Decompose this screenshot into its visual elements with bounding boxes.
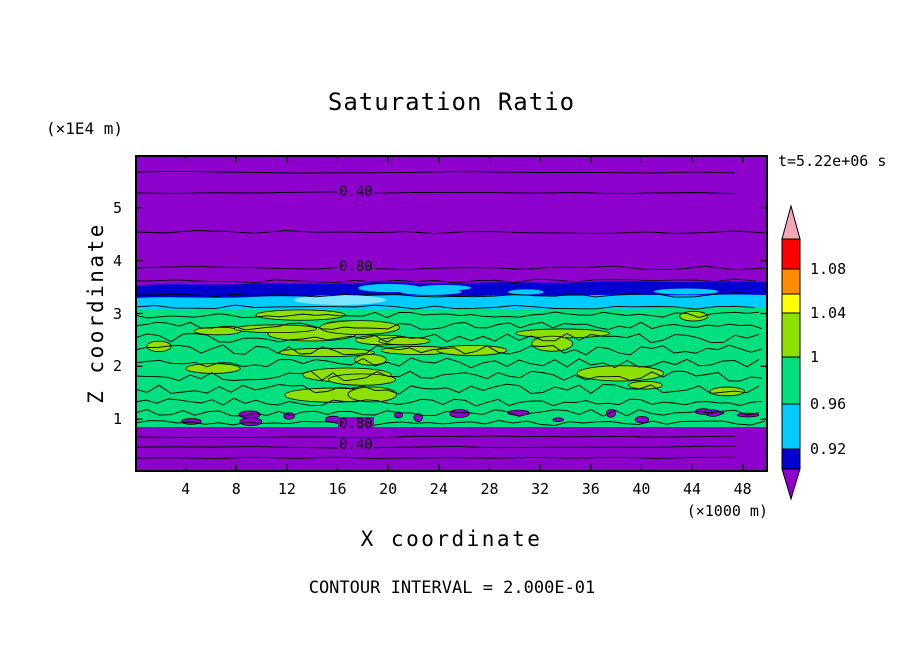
colorbar-label: 1 xyxy=(810,348,819,366)
contour-line xyxy=(135,191,736,195)
supersaturated-blob xyxy=(378,336,431,346)
supersaturated-blob xyxy=(146,340,172,352)
contour-line-label-upper-080: 0.80 xyxy=(338,259,374,275)
x-tick-label: 28 xyxy=(480,480,499,498)
cyan-speck xyxy=(508,289,544,295)
contour-line xyxy=(135,456,736,460)
colorbar-segment xyxy=(781,403,801,450)
colorbar-label: 0.96 xyxy=(810,395,846,413)
contour-line xyxy=(135,321,763,331)
x-tick-label: 24 xyxy=(429,480,448,498)
colorbar-segment xyxy=(781,448,801,470)
contour-line xyxy=(135,383,760,395)
light-cyan-patch xyxy=(294,295,386,305)
contour-line xyxy=(135,397,763,407)
x-axis-units-label: (×1000 m) xyxy=(686,502,768,520)
contour-line xyxy=(135,409,760,417)
x-tick-label: 44 xyxy=(683,480,702,498)
colorbar-label: 1.08 xyxy=(810,260,846,278)
saturated-layer xyxy=(135,303,768,427)
y-tick-label: 3 xyxy=(112,304,122,323)
x-tick-label: 40 xyxy=(632,480,651,498)
mixing-zone-speck xyxy=(634,416,650,424)
x-tick-label: 4 xyxy=(181,480,191,498)
colorbar-arrow-bottom xyxy=(781,468,801,501)
contour-interval-note: CONTOUR INTERVAL = 2.000E-01 xyxy=(308,578,596,598)
contour-line xyxy=(135,344,763,356)
colorbar-segment xyxy=(781,356,801,405)
contour-line xyxy=(135,332,760,344)
contour-line xyxy=(135,370,763,382)
chart-title: Saturation Ratio xyxy=(327,88,576,116)
x-tick-label: 12 xyxy=(277,480,296,498)
contour-line-label-upper-040: 0.40 xyxy=(338,184,374,200)
mixing-zone-speck xyxy=(239,417,263,427)
contour-line xyxy=(135,170,736,174)
mixing-zone-speck xyxy=(413,413,423,422)
x-tick-label: 8 xyxy=(231,480,241,498)
supersaturated-blob xyxy=(233,324,317,334)
supersaturated-blob xyxy=(628,380,663,390)
colorbar-arrow-top xyxy=(781,204,801,240)
colorbar-segment xyxy=(781,268,801,295)
contour-line xyxy=(135,265,766,271)
cyan-speck xyxy=(653,288,719,295)
supersaturated-blob xyxy=(328,373,397,386)
contour-line xyxy=(135,420,766,426)
contour-line xyxy=(135,435,736,439)
cloud-top-cyan-band xyxy=(135,294,768,311)
contour-line xyxy=(135,230,766,235)
y-tick-label: 2 xyxy=(112,357,122,376)
mixing-zone-speck xyxy=(449,409,470,418)
contour-line-label-lower-040: 0.40 xyxy=(338,437,374,453)
colorbar-segment xyxy=(781,293,801,314)
supersaturated-blob xyxy=(354,354,387,366)
mixing-zone-speck xyxy=(552,417,564,423)
supersaturated-blob xyxy=(679,311,708,322)
y-axis-title: Z coordinate xyxy=(84,222,108,404)
contour-line xyxy=(135,311,760,319)
supersaturated-blob xyxy=(255,309,346,321)
y-tick-label: 1 xyxy=(112,410,122,429)
contour-line xyxy=(135,278,756,284)
time-annotation: t=5.22e+06 s xyxy=(778,152,887,170)
x-tick-label: 32 xyxy=(531,480,550,498)
colorbar-segment xyxy=(781,238,801,270)
x-tick-label: 16 xyxy=(328,480,347,498)
y-tick-label: 5 xyxy=(112,198,122,217)
y-axis-units-label: (×1E4 m) xyxy=(46,119,124,138)
cyan-speck xyxy=(400,288,462,296)
contour-line xyxy=(135,304,756,310)
colorbar-segment xyxy=(781,312,801,358)
supersaturated-blob xyxy=(436,344,508,356)
contour-line xyxy=(135,445,736,449)
supersaturated-blob xyxy=(347,386,397,403)
contour-line xyxy=(135,292,756,298)
colorbar: 1.08 1.04 1 0.96 0.92 xyxy=(781,204,846,501)
x-tick-label: 36 xyxy=(581,480,600,498)
plot-frame xyxy=(135,155,768,472)
x-tick-label: 48 xyxy=(733,480,752,498)
mixing-zone-speck xyxy=(394,411,403,419)
colorbar-label: 1.04 xyxy=(810,304,846,322)
contour-line-label-lower-080: 0.80 xyxy=(338,416,374,432)
x-axis-title: X coordinate xyxy=(360,527,543,551)
y-tick-label: 4 xyxy=(112,251,122,270)
colorbar-label: 0.92 xyxy=(810,440,846,458)
contour-field-plot xyxy=(135,155,768,472)
x-tick-label: 20 xyxy=(379,480,398,498)
contour-line xyxy=(135,357,760,369)
